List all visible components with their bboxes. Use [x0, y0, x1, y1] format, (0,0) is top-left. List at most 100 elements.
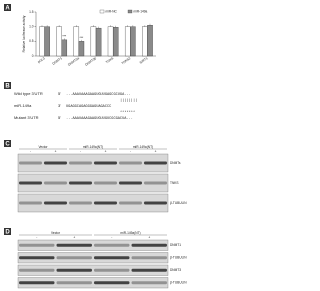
panel-letter-box [4, 82, 11, 89]
group-label: miR-149a(NT) [120, 231, 140, 235]
blot-band [94, 181, 117, 185]
blot-band [19, 243, 55, 247]
x-tick-label: DNMT3a [67, 56, 80, 67]
bar [112, 27, 119, 57]
legend-label: miR-149a [134, 9, 148, 13]
lane-label: - [111, 235, 112, 239]
y-axis-label: Relative luciferase activity [22, 15, 26, 52]
significance-label: *** [80, 36, 84, 40]
protein-label: β-TUBULIN [170, 201, 187, 205]
bar [61, 39, 68, 57]
lane-label: + [148, 235, 150, 239]
group-label: Vector [51, 231, 61, 235]
sequence: |||||||| [120, 98, 137, 103]
sequence-label: Mutant 3'UTR [14, 115, 39, 120]
blot-band [19, 268, 55, 272]
protein-label: TNKS [170, 181, 179, 185]
blot-band [119, 161, 142, 165]
y-tick-label: 1.5 [29, 10, 34, 14]
blot-band [44, 161, 67, 165]
blot-band [56, 243, 92, 247]
blot-band [19, 281, 55, 285]
group-label: Vector [38, 145, 48, 149]
sequence-end: 5' [58, 91, 61, 96]
lane-label: - [30, 149, 31, 153]
protein-label: DNMT1 [170, 243, 181, 247]
sequence-end: 3' [58, 103, 61, 108]
panel-letter-box [4, 4, 11, 11]
blot-band [94, 256, 130, 260]
blot-band [144, 181, 167, 185]
bar [147, 25, 153, 57]
significance-label: *** [62, 35, 66, 39]
group-label: miR-149a(NT) [133, 145, 153, 149]
x-tick-label: DNMT1 [51, 56, 62, 66]
blot-strip [17, 252, 169, 264]
y-tick-label: 1.0 [29, 25, 34, 29]
x-tick-label: SIRT1 [139, 56, 149, 65]
page: {"panels": ["A", "B", "C", "D"], "chart_… [4, 4, 188, 289]
panel-letter: B [5, 83, 10, 89]
bar [124, 26, 131, 57]
bar [95, 27, 102, 57]
x-tick-label: DNMT3b [84, 56, 97, 67]
y-tick-label: 0.5 [29, 39, 34, 43]
blot-band [69, 181, 92, 185]
bar [78, 41, 85, 57]
legend-label: miR-NC [106, 9, 118, 13]
sequence: ******* [120, 110, 135, 115]
sequence-end: 5' [58, 115, 61, 120]
group-label: miR-149a(NT) [83, 145, 103, 149]
panel-letter-box [4, 228, 11, 235]
panel-letter: A [5, 5, 10, 11]
x-tick-label: pGL3 [37, 56, 46, 64]
y-tick-label: 0 [32, 54, 34, 58]
sequence: ...AAAUAAAGAAGUGUUGUCGCGACUA... [66, 117, 133, 121]
bar [142, 26, 148, 57]
blot-band [94, 201, 117, 205]
blot-band [56, 256, 92, 260]
bar [56, 26, 62, 57]
blot-band [119, 201, 142, 205]
panel-letter-box [4, 140, 11, 147]
protein-label: β-TUBULIN [170, 281, 187, 285]
protein-label: β-TUBULIN [170, 256, 187, 260]
blot-band [56, 268, 92, 272]
lane-label: - [36, 235, 37, 239]
bar [130, 26, 136, 57]
panel-letter: C [5, 141, 10, 147]
blot-band [69, 201, 92, 205]
blot-band [119, 181, 142, 185]
lane-label: + [55, 149, 57, 153]
x-tick-label: TNKS [105, 56, 114, 64]
protein-label: DNMTs [170, 161, 181, 165]
bar [107, 26, 114, 57]
legend-swatch [99, 9, 105, 14]
blot-band [19, 181, 42, 185]
protein-label: DNMT3 [170, 268, 181, 272]
blot-band [44, 181, 67, 185]
blot-band [144, 201, 167, 205]
lane-label: - [130, 149, 131, 153]
blot-band [94, 243, 130, 247]
blot-band [131, 243, 167, 247]
blot-strip [17, 264, 169, 276]
blot-band [19, 256, 55, 260]
x-tick-label: TNKS2 [121, 56, 132, 65]
blot-band [94, 161, 117, 165]
blot-band [44, 201, 67, 205]
blot-band [94, 281, 130, 285]
bar [73, 26, 80, 57]
sequence: ...AAAUAAAGAAGUGUUGAGCGCUGA... [66, 93, 131, 97]
blot-band [131, 256, 167, 260]
blot-band [69, 161, 92, 165]
lane-label: + [155, 149, 157, 153]
lane-label: + [105, 149, 107, 153]
blot-band [131, 281, 167, 285]
lane-label: + [73, 235, 75, 239]
blot-strip [17, 193, 169, 213]
sequence-label: miR-149a [14, 103, 32, 108]
blot-strip [17, 239, 169, 251]
blot-band [131, 268, 167, 272]
